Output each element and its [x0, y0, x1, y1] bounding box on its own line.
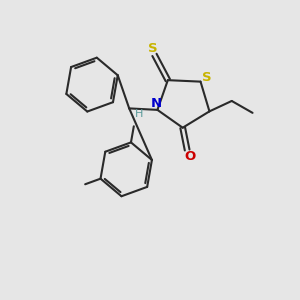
Text: H: H — [134, 109, 143, 119]
Text: O: O — [184, 150, 196, 163]
Text: S: S — [148, 42, 158, 55]
Text: N: N — [150, 97, 161, 110]
Text: S: S — [202, 71, 212, 84]
